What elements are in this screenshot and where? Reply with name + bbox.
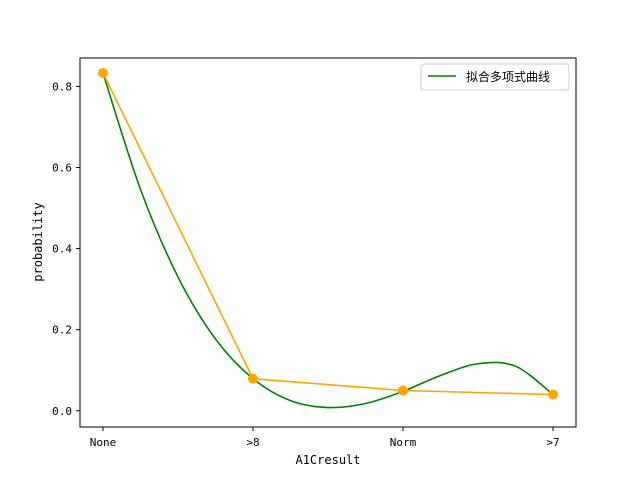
x-tick-label: None (90, 436, 117, 449)
y-tick-label: 0.2 (52, 324, 72, 337)
observed-point (398, 385, 408, 396)
y-tick-label: 0.4 (52, 243, 72, 256)
x-axis-label: A1Cresult (295, 453, 360, 467)
x-axis-ticks: None >8 Norm >7 (90, 427, 560, 449)
x-tick-label: >7 (546, 436, 559, 449)
y-tick-label: 0.8 (52, 80, 72, 93)
y-axis-label: probability (31, 202, 45, 281)
legend-label-fitted-curve: 拟合多项式曲线 (466, 69, 550, 84)
plot-area (80, 58, 576, 427)
x-tick-label: >8 (246, 436, 259, 449)
y-tick-label: 0.0 (52, 405, 72, 418)
observed-point (248, 373, 258, 384)
observed-line (102, 72, 554, 396)
fitted-curve-line (102, 72, 554, 409)
observed-point (548, 389, 558, 400)
legend: 拟合多项式曲线 (420, 63, 570, 91)
y-tick-label: 0.6 (52, 161, 72, 174)
legend-box (420, 63, 570, 91)
y-axis-ticks: 0.0 0.2 0.4 0.6 0.8 (52, 80, 80, 418)
observed-point (98, 68, 108, 79)
x-tick-label: Norm (390, 436, 417, 449)
series-layer (98, 68, 558, 409)
plot-frame (79, 57, 577, 428)
